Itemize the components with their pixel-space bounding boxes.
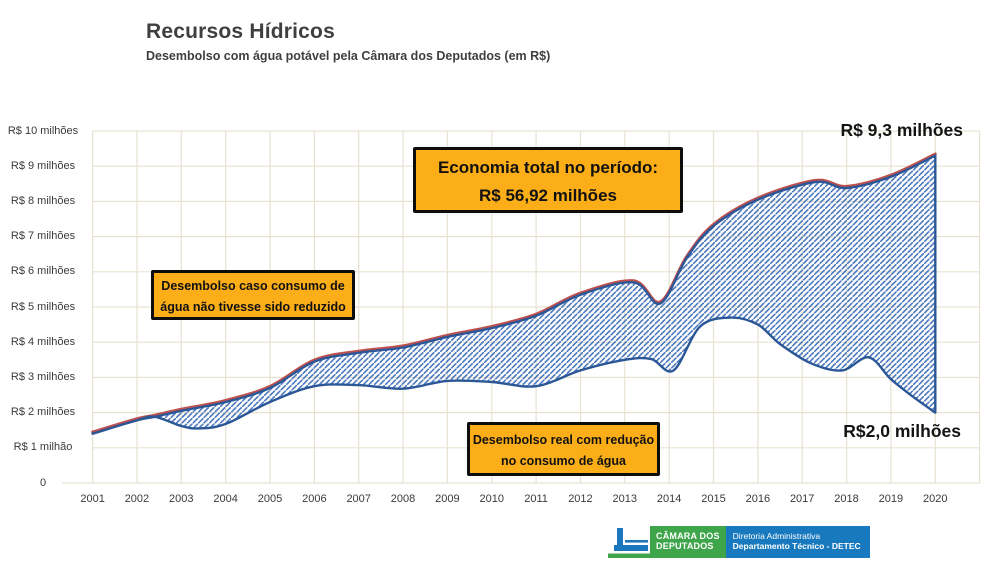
savings-callout-line1: Economia total no período:	[437, 158, 659, 177]
y-axis-label: R$ 1 milhão	[13, 441, 73, 454]
x-axis-label: 2009	[435, 493, 460, 505]
y-axis-label: 0	[39, 476, 47, 489]
x-axis-label: 2004	[213, 493, 238, 505]
x-axis-label: 2013	[612, 493, 638, 505]
y-axis-label: R$ 2 milhões	[10, 406, 76, 419]
title-block: Recursos Hídricos Desembolso com água po…	[146, 20, 550, 63]
x-axis-label: 2003	[169, 493, 194, 505]
x-axis-label: 2017	[789, 493, 815, 505]
real-spending-callout: Desembolso real com redução no consumo d…	[467, 422, 660, 476]
x-axis-label: 2020	[923, 493, 948, 505]
y-axis-label: R$ 5 milhões	[10, 300, 76, 313]
dept-line1: Diretoria Administrativa	[732, 531, 821, 541]
x-axis-label: 2001	[80, 493, 105, 505]
no-reduction-callout: Desembolso caso consumo de água não tive…	[151, 270, 355, 320]
page-subtitle: Desembolso com água potável pela Câmara …	[146, 49, 551, 63]
dept-line2: Departamento Técnico - DETEC	[732, 541, 861, 551]
real-spending-callout-line2: no consumo de água	[500, 454, 626, 468]
x-axis-label: 2019	[878, 493, 904, 505]
x-axis-label: 2002	[124, 493, 150, 505]
y-axis-label: R$ 6 milhões	[10, 265, 76, 278]
y-axis-label: R$ 7 milhões	[10, 230, 76, 243]
x-axis-label: 2008	[390, 493, 416, 505]
savings-band	[91, 154, 937, 435]
line-no-reduction	[91, 152, 937, 434]
y-axis-label: R$ 3 milhões	[10, 370, 76, 383]
x-axis-label: 2011	[524, 493, 548, 505]
footer-logo: CÂMARA DOS DEPUTADOS Diretoria Administr…	[608, 526, 870, 558]
org-line1: CÂMARA DOS	[656, 531, 720, 541]
org-name-box: CÂMARA DOS DEPUTADOS	[650, 526, 726, 558]
x-axis-label: 2006	[302, 493, 327, 505]
x-axis-label: 2018	[834, 493, 859, 505]
end-value-bottom: R$2,0 milhões	[843, 421, 961, 441]
x-axis-label: 2014	[656, 493, 682, 505]
savings-callout-line2: R$ 56,92 milhões	[479, 186, 617, 205]
x-axis-label: 2012	[568, 493, 593, 505]
org-line2: DEPUTADOS	[656, 541, 714, 551]
savings-callout: Economia total no período: R$ 56,92 milh…	[413, 147, 683, 213]
no-reduction-callout-line1: Desembolso caso consumo de	[161, 279, 345, 293]
end-value-top: R$ 9,3 milhões	[840, 120, 963, 140]
y-axis-label: R$ 10 milhões	[7, 124, 79, 137]
x-axis-label: 2010	[479, 493, 504, 505]
no-reduction-callout-line2: água não tivesse sido reduzido	[160, 300, 346, 314]
x-axis-label: 2005	[257, 493, 283, 505]
real-spending-callout-line1: Desembolso real com redução	[472, 433, 655, 447]
y-axis-label: R$ 4 milhões	[10, 335, 76, 348]
camara-building-icon	[608, 526, 650, 558]
department-box: Diretoria Administrativa Departamento Té…	[725, 526, 870, 558]
x-axis-label: 2016	[745, 493, 771, 505]
y-axis-label: R$ 9 milhões	[10, 159, 76, 172]
y-axis-label: R$ 8 milhões	[10, 194, 76, 207]
page-title: Recursos Hídricos	[146, 20, 335, 43]
x-axis-label: 2007	[346, 493, 371, 505]
x-axis-label: 2015	[701, 493, 726, 505]
